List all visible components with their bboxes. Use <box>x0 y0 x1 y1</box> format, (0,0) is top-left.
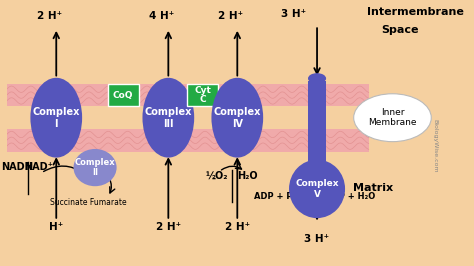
Ellipse shape <box>73 149 117 186</box>
Text: ADP + Pᵢ: ADP + Pᵢ <box>254 192 294 201</box>
Text: NADH: NADH <box>1 162 33 172</box>
Text: Matrix: Matrix <box>353 182 393 193</box>
Ellipse shape <box>143 78 194 157</box>
Bar <box>308 152 326 189</box>
Text: 2 H⁺: 2 H⁺ <box>156 222 181 232</box>
Text: 2 H⁺: 2 H⁺ <box>218 11 243 21</box>
Bar <box>308 81 326 154</box>
Text: Complex
III: Complex III <box>145 107 192 128</box>
Text: Space: Space <box>382 25 419 35</box>
Ellipse shape <box>30 78 82 157</box>
Text: Complex
I: Complex I <box>33 107 80 128</box>
Ellipse shape <box>354 94 431 142</box>
FancyBboxPatch shape <box>187 84 219 106</box>
Text: Complex
II: Complex II <box>75 158 115 177</box>
Text: H⁺: H⁺ <box>49 222 64 232</box>
Text: Complex
IV: Complex IV <box>214 107 261 128</box>
Text: 2 H⁺: 2 H⁺ <box>37 11 63 21</box>
Ellipse shape <box>308 73 326 84</box>
Bar <box>7 129 369 152</box>
Text: BiologyWise.com: BiologyWise.com <box>432 119 437 173</box>
Text: CoQ: CoQ <box>113 91 133 99</box>
Text: Inner
Membrane: Inner Membrane <box>368 108 417 127</box>
Text: 3 H⁺: 3 H⁺ <box>281 9 306 19</box>
Text: Succinate Fumarate: Succinate Fumarate <box>50 198 127 207</box>
Text: 2 H⁺: 2 H⁺ <box>225 222 250 232</box>
Text: NAD⁺: NAD⁺ <box>25 162 54 172</box>
Text: Cyt
C: Cyt C <box>194 86 211 105</box>
Text: Intermembrane: Intermembrane <box>366 7 464 17</box>
Text: 4 H⁺: 4 H⁺ <box>149 11 174 21</box>
Bar <box>7 84 369 106</box>
FancyBboxPatch shape <box>108 84 138 106</box>
Text: ½O₂: ½O₂ <box>206 171 228 181</box>
Ellipse shape <box>289 160 345 218</box>
Ellipse shape <box>211 78 263 157</box>
Text: Complex
V: Complex V <box>295 179 339 198</box>
Text: H₂O: H₂O <box>237 171 257 181</box>
Text: 3 H⁺: 3 H⁺ <box>304 234 329 244</box>
Text: ATP + H₂O: ATP + H₂O <box>328 192 376 201</box>
